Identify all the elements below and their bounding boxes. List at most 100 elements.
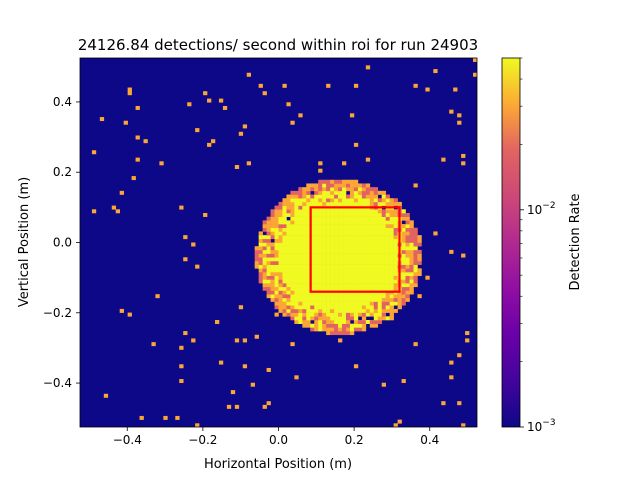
heatmap-cell: [282, 308, 287, 313]
heatmap-cell: [381, 209, 386, 214]
heatmap-cell: [405, 272, 410, 277]
heatmap-cell: [369, 194, 375, 199]
heatmap-cell: [369, 231, 375, 236]
heatmap-cell: [342, 212, 347, 217]
heatmap-cell: [330, 283, 335, 288]
heatmap-cell: [385, 305, 390, 310]
heatmap-cell: [262, 268, 267, 273]
heatmap-cell: [357, 283, 363, 288]
heatmap-cell: [373, 319, 379, 324]
heatmap-cell: [365, 249, 371, 254]
heatmap-cell: [326, 301, 331, 306]
heatmap-cell: [381, 190, 386, 195]
heatmap-cell: [298, 216, 303, 221]
heatmap-cell: [381, 268, 386, 273]
heatmap-cell: [290, 342, 295, 347]
heatmap-cell: [266, 367, 271, 372]
heatmap-cell: [294, 279, 299, 284]
heatmap-cell: [254, 257, 259, 262]
heatmap-cell: [262, 253, 267, 258]
heatmap-cell: [413, 238, 418, 243]
heatmap-cell: [345, 235, 351, 240]
heatmap-cell: [262, 238, 267, 243]
heatmap-cell: [294, 249, 299, 254]
heatmap-cell: [345, 231, 351, 236]
heatmap-cell: [381, 382, 386, 387]
heatmap-cell: [334, 194, 339, 199]
heatmap-cell: [385, 227, 390, 232]
heatmap-cell: [298, 312, 303, 317]
heatmap-cell: [306, 194, 311, 199]
heatmap-cell: [349, 227, 355, 232]
heatmap-cell: [338, 212, 343, 217]
heatmap-cell: [377, 260, 383, 265]
heatmap-cell: [290, 294, 295, 299]
heatmap-cell: [282, 216, 287, 221]
heatmap-cell: [334, 275, 339, 280]
heatmap-cell: [266, 272, 271, 277]
heatmap-cell: [314, 231, 319, 236]
heatmap-cell: [334, 220, 339, 225]
heatmap-cell: [385, 286, 390, 291]
heatmap-cell: [349, 301, 355, 306]
heatmap-cell: [377, 209, 383, 214]
heatmap-cell: [306, 220, 311, 225]
heatmap-cell: [310, 249, 315, 254]
heatmap-cell: [298, 316, 303, 321]
heatmap-cell: [302, 198, 307, 203]
heatmap-cell: [389, 209, 394, 214]
heatmap-cell: [349, 194, 355, 199]
heatmap-cell: [389, 227, 394, 232]
heatmap-cell: [381, 227, 386, 232]
heatmap-cell: [286, 305, 291, 310]
heatmap-cell: [393, 220, 398, 225]
heatmap-cell: [345, 331, 351, 336]
heatmap-cell: [286, 283, 291, 288]
heatmap-cell: [282, 275, 287, 280]
heatmap-cell: [373, 235, 379, 240]
heatmap-cell: [409, 268, 414, 273]
heatmap-cell: [401, 290, 406, 295]
heatmap-cell: [377, 272, 383, 277]
heatmap-cell: [254, 253, 259, 258]
heatmap-cell: [207, 142, 212, 147]
heatmap-cell: [278, 235, 283, 240]
heatmap-cell: [330, 294, 335, 299]
heatmap-cell: [270, 235, 275, 240]
heatmap-cell: [266, 249, 271, 254]
heatmap-cell: [393, 224, 398, 229]
heatmap-cell: [282, 264, 287, 269]
heatmap-cell: [330, 235, 335, 240]
heatmap-cell: [278, 264, 283, 269]
heatmap-cell: [393, 253, 398, 258]
heatmap-cell: [417, 272, 422, 277]
heatmap-cell: [218, 98, 224, 103]
heatmap-cell: [294, 375, 299, 380]
heatmap-cell: [373, 323, 379, 328]
heatmap-cell: [409, 279, 414, 284]
heatmap-cell: [302, 220, 307, 225]
heatmap-cell: [306, 253, 311, 258]
heatmap-cell: [405, 227, 410, 232]
heatmap-cell: [326, 187, 331, 192]
heatmap-cell: [365, 312, 371, 317]
heatmap-cell: [314, 308, 319, 313]
heatmap-cell: [298, 264, 303, 269]
heatmap-cell: [322, 183, 327, 188]
heatmap-cell: [417, 238, 422, 243]
heatmap-cell: [195, 128, 200, 133]
heatmap-cell: [314, 297, 319, 302]
heatmap-cell: [361, 297, 367, 302]
heatmap-cell: [314, 257, 319, 262]
heatmap-cell: [266, 216, 271, 221]
heatmap-cell: [270, 224, 275, 229]
heatmap-cell: [298, 279, 303, 284]
heatmap-cell: [318, 246, 323, 251]
heatmap-cell: [353, 198, 359, 203]
x-tick-label: −0.2: [188, 433, 217, 447]
heatmap-cell: [310, 301, 315, 306]
heatmap-cell: [183, 331, 188, 336]
heatmap-cell: [373, 279, 379, 284]
heatmap-cell: [334, 268, 339, 273]
heatmap-cell: [322, 242, 327, 247]
